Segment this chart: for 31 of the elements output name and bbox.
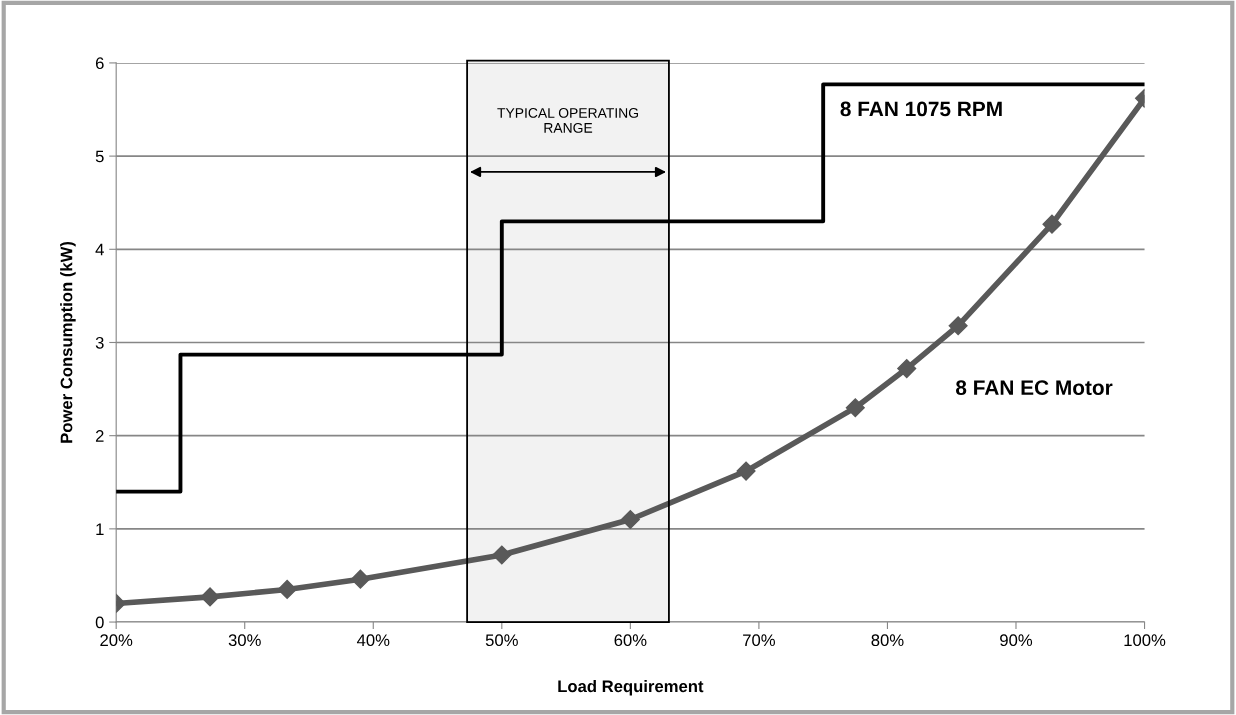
point [200,587,220,607]
x-tick-label: 20% [100,634,133,647]
y-axis-title: Power Consumption (kW) [60,241,76,443]
band-label: TYPICAL OPERATING RANGE [497,108,638,133]
x-tick-label: 90% [1000,634,1033,647]
series-label: 8 FAN 1075 RPM [840,101,1002,117]
x-tick-label: 30% [228,634,261,647]
y-tick-label: 4 [95,243,104,256]
x-tick-label: 80% [871,634,904,647]
point [845,398,865,418]
y-tick-label: 6 [95,57,104,70]
y-tick-label: 5 [95,150,104,163]
y-tick-label: 2 [95,430,104,442]
x-tick-label: 40% [356,634,390,647]
point [492,545,512,565]
x-tick-label: 100% [1124,634,1166,647]
y-tick-label: 0 [95,616,104,629]
x-axis-title: Load Requirement [558,679,704,696]
point [897,359,917,379]
x-tick-label: 50% [485,634,518,647]
point [948,316,968,336]
series-label: 8 FAN EC Motor [956,380,1113,395]
y-tick-label: 1 [96,523,104,535]
x-tick-label: 70% [743,634,775,647]
point [277,579,297,599]
point [620,510,640,530]
point [736,461,756,481]
x-tick-label: 60% [614,634,647,647]
point [1042,214,1062,234]
y-tick-label: 3 [95,336,104,349]
point [350,569,370,589]
